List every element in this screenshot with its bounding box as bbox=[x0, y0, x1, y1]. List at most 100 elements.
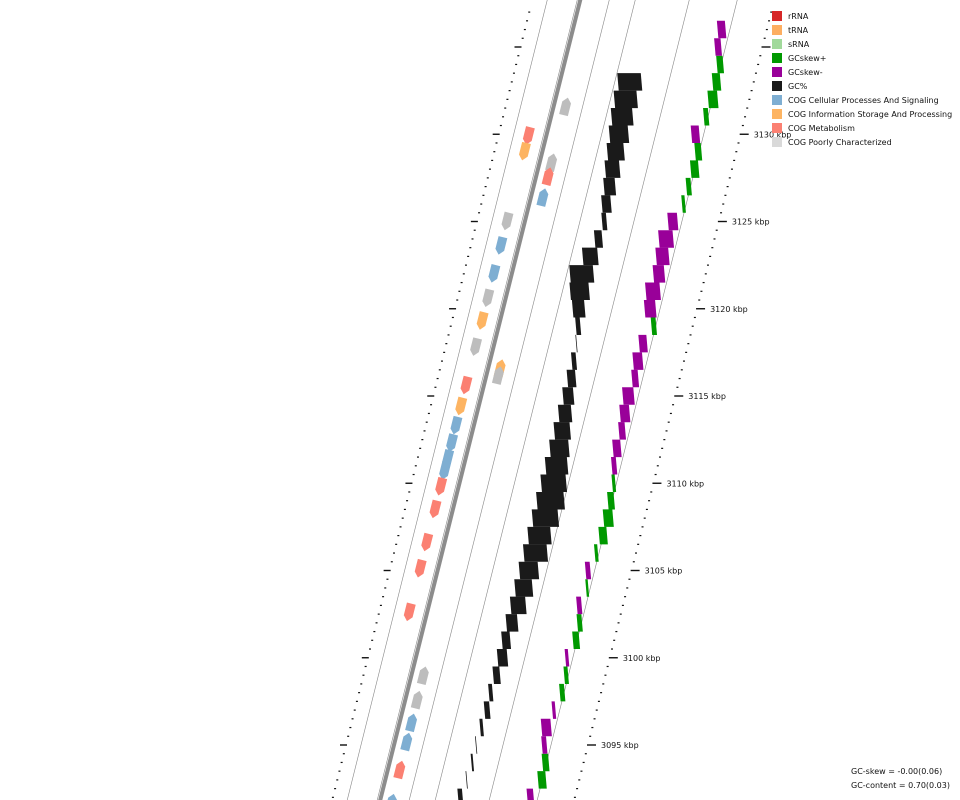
legend-label: GC% bbox=[788, 81, 808, 91]
track-guide-lines bbox=[346, 0, 738, 800]
gc-skew-bar bbox=[618, 422, 627, 440]
gc-skew-bar bbox=[645, 282, 661, 301]
gene-feature bbox=[403, 602, 416, 622]
gc-content-stat: GC-content = 0.70(0.03) bbox=[851, 781, 950, 790]
legend-label: COG Poorly Characterized bbox=[788, 137, 892, 147]
gc-content-bar bbox=[457, 788, 463, 800]
gc-content-bar bbox=[617, 73, 643, 91]
gc-content-bar bbox=[569, 282, 590, 301]
gc-skew-bar bbox=[563, 666, 569, 684]
gc-content-bar bbox=[575, 334, 578, 353]
gc-skew-bar bbox=[707, 90, 719, 109]
legend-label: COG Information Storage And Processing bbox=[788, 109, 953, 119]
gc-content-bar bbox=[570, 352, 578, 370]
gc-skew-bar bbox=[652, 265, 666, 283]
gc-skew-bar bbox=[667, 212, 679, 231]
gc-content-bar bbox=[488, 683, 494, 702]
gene-feature bbox=[393, 760, 406, 780]
gene-feature bbox=[405, 713, 418, 733]
legend-label: GCskew+ bbox=[788, 53, 827, 63]
tick-label: 3115 kbp bbox=[688, 392, 726, 401]
gc-content-bar bbox=[603, 177, 617, 196]
gc-skew-bar bbox=[716, 20, 727, 39]
legend-item: rRNA bbox=[772, 9, 952, 23]
gc-skew-bar bbox=[584, 561, 592, 580]
tick-label: 3100 kbp bbox=[623, 654, 661, 663]
legend-label: COG Cellular Processes And Signaling bbox=[788, 95, 939, 105]
gc-content-bar bbox=[549, 439, 570, 458]
gc-content-bar bbox=[479, 718, 484, 737]
gc-skew-bar bbox=[655, 247, 670, 266]
legend: rRNA tRNA sRNA GCskew+ GCskew- GC% COG Cellula… bbox=[772, 9, 952, 149]
gene-feature bbox=[455, 396, 468, 416]
gc-skew-bar bbox=[650, 317, 657, 335]
legend-swatch bbox=[772, 123, 782, 133]
track-guide-line bbox=[376, 0, 578, 800]
legend-item: COG Cellular Processes And Signaling bbox=[772, 93, 952, 107]
legend-label: rRNA bbox=[788, 11, 809, 21]
gene-feature bbox=[536, 188, 549, 207]
gc-content-bar bbox=[601, 212, 608, 231]
gc-content-bar bbox=[581, 247, 599, 266]
legend-swatch bbox=[772, 11, 782, 21]
gc-skew-bar bbox=[551, 701, 557, 719]
tick-label: 3095 kbp bbox=[601, 741, 639, 750]
gene-feature bbox=[446, 433, 459, 452]
gene-feature bbox=[470, 337, 483, 356]
backbone-track bbox=[378, 0, 583, 800]
gene-feature bbox=[495, 236, 508, 255]
gc-content-bar bbox=[557, 404, 573, 423]
gc-skew-bar bbox=[690, 125, 701, 143]
gc-content-bar bbox=[496, 649, 509, 667]
gc-skew-bar bbox=[632, 352, 644, 370]
legend-swatch bbox=[772, 25, 782, 35]
gene-feature bbox=[460, 375, 473, 395]
gc-content-bar bbox=[571, 300, 586, 318]
legend-swatch bbox=[772, 39, 782, 49]
gc-skew-bar bbox=[537, 771, 547, 789]
legend-item: tRNA bbox=[772, 23, 952, 37]
tick-label: 3125 kbp bbox=[732, 218, 770, 227]
gc-content-bar bbox=[601, 195, 612, 213]
gc-content-bar bbox=[514, 579, 534, 597]
gc-skew-bar bbox=[541, 753, 550, 772]
gc-skew-bar bbox=[612, 439, 622, 458]
gene-feature bbox=[439, 461, 452, 480]
gc-skew-bar bbox=[585, 579, 590, 597]
legend-item: GCskew- bbox=[772, 65, 952, 79]
gc-skew-bar bbox=[685, 177, 692, 196]
gc-skew-bar bbox=[714, 38, 722, 56]
gc-skew-track bbox=[526, 20, 727, 800]
legend-label: GCskew- bbox=[788, 67, 823, 77]
gc-skew-bar bbox=[638, 334, 648, 353]
legend-item: sRNA bbox=[772, 37, 952, 51]
gc-skew-bar bbox=[703, 108, 710, 126]
gene-feature bbox=[491, 366, 504, 385]
gene-feature bbox=[488, 264, 501, 283]
gc-content-bar bbox=[544, 457, 569, 475]
gc-content-bar bbox=[562, 387, 575, 405]
gc-content-bar bbox=[553, 422, 571, 440]
gc-skew-bar bbox=[541, 736, 548, 754]
gene-feature bbox=[522, 126, 535, 145]
gc-skew-bar bbox=[564, 649, 570, 667]
gc-skew-bar bbox=[631, 369, 640, 388]
gc-skew-bar bbox=[593, 544, 599, 562]
gene-feature bbox=[541, 167, 554, 186]
gene-feature bbox=[410, 690, 423, 710]
gc-skew-bar bbox=[598, 526, 608, 545]
gc-content-bar bbox=[613, 90, 638, 109]
gc-skew-bar bbox=[716, 55, 725, 74]
gc-skew-bar bbox=[607, 491, 615, 510]
tick-label: 3130 kbp bbox=[754, 130, 792, 139]
gc-content-bar bbox=[610, 108, 634, 126]
tick-label: 3120 kbp bbox=[710, 305, 748, 314]
gc-content-bar bbox=[475, 736, 478, 754]
track-guide-line bbox=[536, 0, 738, 800]
legend-swatch bbox=[772, 109, 782, 119]
gc-skew-bar bbox=[711, 73, 722, 91]
legend-swatch bbox=[772, 81, 782, 91]
legend-item: GCskew+ bbox=[772, 51, 952, 65]
gc-content-bar bbox=[501, 631, 512, 650]
gc-skew-bar bbox=[622, 387, 635, 405]
